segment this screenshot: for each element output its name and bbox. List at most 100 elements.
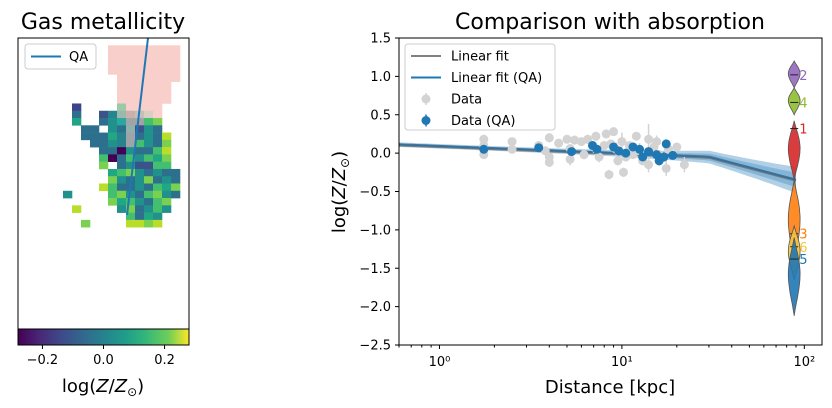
heatmap-cell — [171, 45, 181, 53]
heatmap-cell — [99, 161, 109, 170]
heatmap-cell — [108, 67, 118, 75]
heatmap-cell — [126, 110, 136, 119]
heatmap-cell — [171, 52, 181, 61]
heatmap-cell — [81, 132, 91, 141]
heatmap-cell — [108, 176, 118, 184]
violin-label: 3 — [799, 228, 807, 243]
heatmap-cell — [135, 59, 145, 68]
absorption-comparison-panel: Comparison with absorption 1.5 1.0 0.5 0.0 −… — [329, 10, 823, 398]
heatmap-cell — [162, 198, 172, 206]
x-tick-label: 10² — [793, 355, 815, 370]
heatmap-cell — [126, 96, 136, 104]
heatmap-cell — [153, 190, 163, 199]
qa-data-point — [534, 143, 544, 153]
gas-metallicity-panel: Gas metallicity QA −0.2 0.0 0.2 — [17, 10, 190, 399]
heatmap-cell — [126, 219, 136, 228]
legend-label: Data (QA) — [451, 114, 515, 129]
heatmap-cell — [144, 110, 154, 119]
legend-label: Linear fit (QA) — [451, 71, 542, 86]
qa-data-point — [638, 152, 648, 162]
legend-marker — [421, 94, 431, 104]
heatmap-cell — [153, 198, 163, 206]
y-tick-label: −1.5 — [359, 262, 391, 277]
data-point — [554, 138, 564, 148]
heatmap-cell — [153, 67, 163, 75]
heatmap-cell — [126, 190, 136, 199]
heatmap-cell — [126, 81, 136, 90]
right-y-axis-label: log(Z/Z⊙) — [329, 151, 352, 233]
y-tick-label: −2.5 — [359, 339, 391, 354]
heatmap-cell — [153, 110, 163, 119]
heatmap-cell — [117, 168, 127, 177]
heatmap-cell — [144, 154, 154, 162]
heatmap-cell — [162, 161, 172, 170]
heatmap-cell — [135, 198, 145, 206]
heatmap-cell — [99, 132, 109, 141]
heatmap-cell — [117, 139, 127, 148]
data-point — [583, 134, 593, 144]
heatmap-cell — [153, 118, 163, 126]
heatmap-cell — [162, 147, 172, 155]
heatmap-cell — [126, 45, 136, 53]
fit-bands — [399, 142, 796, 193]
qa-legend-label: QA — [69, 50, 88, 65]
heatmap-cell — [153, 183, 163, 192]
heatmap-cell — [117, 161, 127, 170]
heatmap-cell — [117, 154, 127, 162]
heatmap-cell — [126, 74, 136, 82]
heatmap-cell — [126, 139, 136, 148]
heatmap-cell — [126, 154, 136, 162]
heatmap-cell — [171, 74, 181, 82]
heatmap-cell — [108, 125, 118, 133]
heatmap-cell — [144, 219, 154, 228]
heatmap-cell — [99, 147, 109, 155]
heatmap-cell — [117, 125, 127, 133]
qa-line — [126, 37, 149, 216]
heatmap-cell — [81, 125, 91, 133]
heatmap-cell — [153, 96, 163, 104]
heatmap-cell — [135, 168, 145, 177]
heatmap-cell — [171, 67, 181, 75]
heatmap-cell — [108, 154, 118, 162]
qa-data-point — [661, 139, 671, 149]
heatmap-cell — [162, 74, 172, 82]
heatmap-cell — [135, 190, 145, 199]
right-x-axis-label: Distance [kpc] — [545, 377, 675, 398]
x-tick-label: 10⁰ — [429, 355, 451, 370]
heatmap-cell — [144, 139, 154, 148]
heatmap-cell — [153, 74, 163, 82]
heatmap-cell — [126, 205, 136, 213]
heatmap-cell — [144, 198, 154, 206]
y-tick-label: 0.5 — [370, 108, 391, 123]
heatmap-cell — [153, 125, 163, 133]
data-point — [631, 131, 641, 141]
heatmap-cell — [63, 190, 73, 199]
left-chart-title: Gas metallicity — [21, 10, 185, 35]
heatmap-cell — [162, 139, 172, 148]
data-point — [618, 167, 628, 177]
heatmap-cell — [162, 96, 172, 104]
heatmap-cell — [117, 132, 127, 141]
heatmap-cell — [144, 212, 154, 221]
heatmap-cell — [135, 88, 145, 97]
heatmap-cell — [126, 103, 136, 112]
colorbar-tick-label: 0.0 — [93, 353, 114, 368]
heatmap-cell — [72, 205, 82, 213]
heatmap-cell — [117, 103, 127, 112]
heatmap-cell — [162, 176, 172, 184]
heatmap-cell — [108, 183, 118, 192]
heatmap-cell — [117, 147, 127, 155]
heatmap-cell — [81, 219, 91, 228]
heatmap-cell — [108, 132, 118, 141]
heatmap-cell — [135, 52, 145, 61]
heatmap-cell — [117, 88, 127, 97]
data-point — [644, 160, 654, 170]
data-point — [609, 127, 619, 137]
heatmap-cell — [162, 88, 172, 97]
heatmap-cell — [135, 118, 145, 126]
heatmap-cell — [171, 168, 181, 177]
heatmap-cell — [162, 205, 172, 213]
heatmap-cell — [90, 139, 100, 148]
heatmap-cell — [108, 168, 118, 177]
